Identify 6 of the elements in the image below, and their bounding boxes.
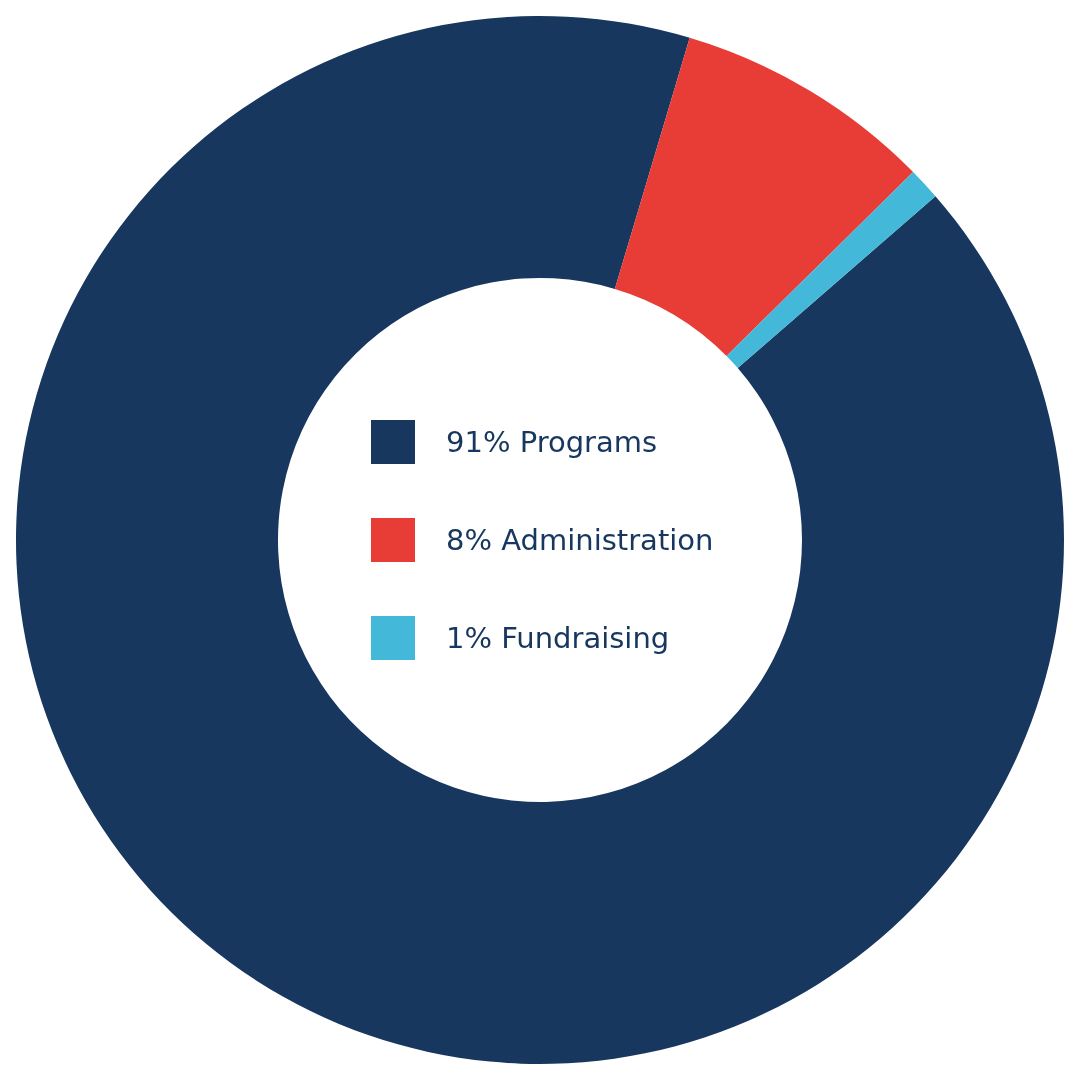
donut-slice: [16, 16, 1063, 1064]
donut-slice: [614, 37, 914, 357]
legend-label: 1% Fundraising: [446, 621, 670, 655]
legend-label: 91% Programs: [446, 425, 658, 459]
legend-label: 8% Administration: [446, 523, 714, 557]
donut-slice: [726, 172, 936, 369]
